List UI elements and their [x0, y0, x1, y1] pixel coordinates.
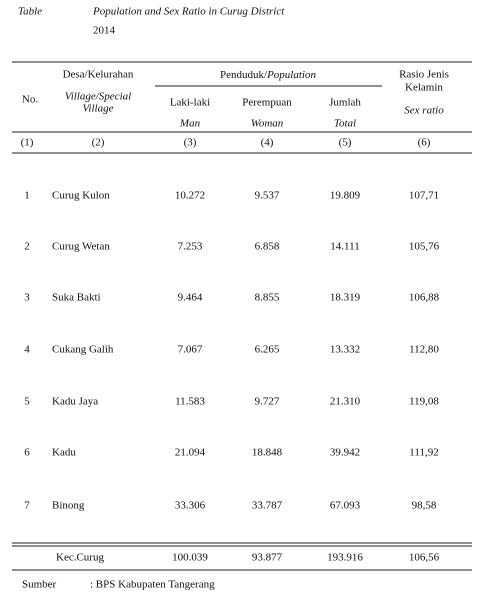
cell: 4	[24, 344, 30, 356]
cell: 105,76	[409, 241, 440, 253]
header: Sex ratio	[404, 105, 444, 117]
table-label: Table	[18, 6, 42, 18]
column-number: (3)	[184, 137, 197, 149]
cell: Binong	[52, 500, 85, 512]
cell: 6.265	[255, 344, 280, 356]
header: Total	[334, 118, 356, 130]
cell: 3	[24, 292, 30, 304]
column-number: (1)	[21, 137, 34, 149]
table-title: Population and Sex Ratio in Curug Distri…	[92, 6, 285, 18]
header: Woman	[251, 118, 284, 130]
header: Kelamin	[405, 82, 443, 94]
cell: 8.855	[255, 292, 280, 304]
header: Jumlah	[329, 97, 361, 109]
total-cell: 100.039	[172, 552, 208, 564]
source-label: Sumber	[22, 579, 57, 591]
cell: 18.319	[330, 292, 361, 304]
header: Perempuan	[242, 97, 292, 109]
cell: Cukang Galih	[52, 344, 114, 356]
total-cell: 93.877	[252, 552, 283, 564]
cell: 5	[24, 396, 30, 408]
cell: 10.272	[175, 190, 205, 202]
cell: 14.111	[330, 241, 359, 253]
cell: 21.094	[175, 447, 206, 459]
header: Rasio Jenis	[399, 69, 449, 81]
column-number: (4)	[261, 137, 274, 149]
cell: 19.809	[330, 190, 361, 202]
cell: 106,88	[409, 292, 440, 304]
header: Man	[179, 118, 201, 130]
header-part: Population	[266, 69, 316, 81]
cell: 98,58	[412, 500, 437, 512]
cell: 33.787	[252, 500, 283, 512]
cell: 11.583	[175, 396, 205, 408]
cell: 7	[24, 500, 30, 512]
header: Village	[83, 103, 114, 115]
cell: 112,80	[409, 344, 439, 356]
cell: 9.727	[255, 396, 280, 408]
total-cell: 193.916	[327, 552, 363, 564]
cell: 107,71	[409, 190, 439, 202]
cell: 9.537	[255, 190, 280, 202]
header: Penduduk/Population	[220, 69, 316, 81]
cell: 7.253	[178, 241, 203, 253]
cell: Suka Bakti	[52, 292, 101, 304]
header-part: Penduduk/	[220, 69, 268, 81]
cell: 21.310	[330, 396, 361, 408]
total-cell: Kec.Curug	[56, 552, 104, 564]
cell: 111,92	[409, 447, 438, 459]
header: Desa/Kelurahan	[63, 69, 134, 81]
cell: Curug Kulon	[52, 190, 110, 202]
column-number: (2)	[92, 137, 105, 149]
cell: 67.093	[330, 500, 361, 512]
cell: 33.306	[175, 500, 206, 512]
cell: 9.464	[178, 292, 203, 304]
source-text: : BPS Kabupaten Tangerang	[90, 579, 215, 591]
column-number: (5)	[339, 137, 352, 149]
table-year: 2014	[93, 25, 116, 37]
cell: 7.067	[178, 344, 203, 356]
cell: 18.848	[252, 447, 283, 459]
cell: 119,08	[409, 396, 439, 408]
header: Laki-laki	[170, 97, 210, 109]
header: No.	[22, 94, 38, 106]
column-number: (6)	[418, 137, 431, 149]
cell: 6	[24, 447, 30, 459]
cell: 2	[24, 241, 30, 253]
cell: Kadu	[52, 447, 76, 459]
cell: 1	[24, 190, 30, 202]
cell: 6.858	[255, 241, 280, 253]
cell: 13.332	[330, 344, 360, 356]
total-cell: 106,56	[409, 552, 440, 564]
cell: Curug Wetan	[52, 241, 110, 253]
header: Village/Special	[65, 91, 131, 103]
cell: 39.942	[330, 447, 360, 459]
cell: Kadu Jaya	[52, 396, 98, 408]
